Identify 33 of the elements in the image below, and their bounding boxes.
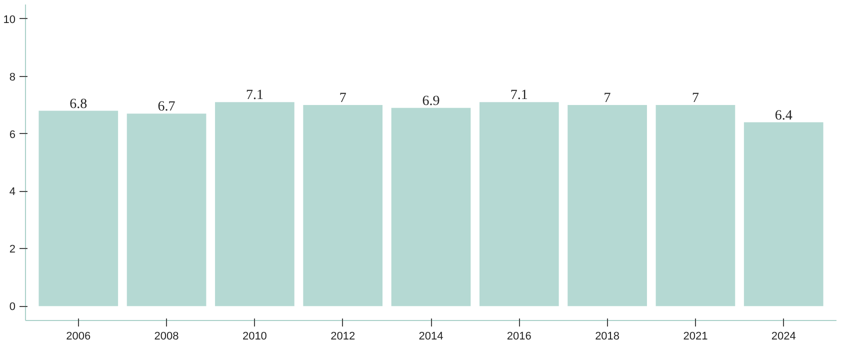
x-tick-label: 2016 bbox=[506, 330, 532, 342]
data-label: 7 bbox=[692, 91, 699, 106]
bar bbox=[479, 102, 559, 306]
data-label: 6.7 bbox=[158, 100, 176, 115]
bar bbox=[744, 122, 824, 306]
bar bbox=[303, 105, 383, 306]
data-label: 6.8 bbox=[70, 96, 88, 112]
y-tick-label: 0 bbox=[9, 301, 16, 314]
data-label: 7.1 bbox=[246, 88, 264, 104]
bar bbox=[126, 114, 206, 306]
x-tick-label: 2012 bbox=[330, 330, 356, 342]
x-tick-label: 2008 bbox=[154, 330, 179, 342]
y-tick-label: 4 bbox=[9, 186, 16, 198]
x-tick-label: 2014 bbox=[418, 330, 444, 342]
x-tick-label: 2006 bbox=[66, 330, 91, 342]
bar bbox=[38, 110, 118, 306]
y-tick-label: 8 bbox=[9, 71, 16, 84]
bar bbox=[391, 108, 471, 306]
bar bbox=[568, 105, 647, 306]
data-label: 6.9 bbox=[422, 94, 440, 109]
bar bbox=[215, 102, 294, 306]
data-label: 7.1 bbox=[510, 88, 528, 104]
data-label: 6.4 bbox=[774, 108, 792, 124]
y-tick-label: 6 bbox=[9, 128, 16, 141]
y-tick-label: 2 bbox=[9, 244, 16, 256]
x-tick-label: 2018 bbox=[595, 330, 620, 342]
bar bbox=[656, 105, 736, 306]
x-tick-label: 2010 bbox=[242, 330, 267, 342]
x-tick-label: 2024 bbox=[771, 330, 796, 342]
y-tick-label: 10 bbox=[3, 14, 16, 26]
x-tick-label: 2021 bbox=[683, 330, 708, 342]
data-label: 7 bbox=[604, 91, 611, 106]
data-label: 7 bbox=[339, 91, 346, 106]
